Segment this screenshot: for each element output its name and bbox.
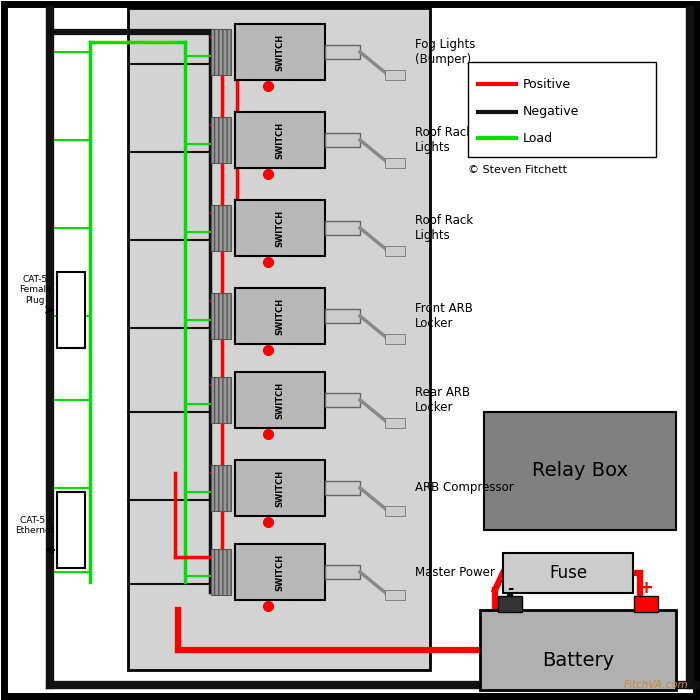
Text: SWITCH: SWITCH — [276, 470, 284, 507]
Bar — [211, 29, 231, 75]
Bar — [235, 200, 325, 256]
Text: Master Power: Master Power — [415, 566, 495, 578]
Text: Fog Lights
(Bumper): Fog Lights (Bumper) — [415, 38, 475, 66]
Text: +: + — [638, 579, 654, 597]
Bar — [385, 506, 405, 516]
Text: SWITCH: SWITCH — [276, 121, 284, 159]
Text: Front ARB
Locker: Front ARB Locker — [415, 302, 473, 330]
Bar — [325, 481, 360, 495]
Bar — [325, 45, 360, 59]
Bar — [385, 590, 405, 600]
Bar — [498, 596, 522, 612]
Text: -: - — [507, 580, 513, 596]
Text: Fuse: Fuse — [549, 564, 587, 582]
Bar — [480, 610, 676, 690]
Bar — [57, 492, 85, 568]
Text: FitchVA.com: FitchVA.com — [624, 680, 688, 690]
Bar — [385, 246, 405, 256]
Text: Roof Rack
Lights: Roof Rack Lights — [415, 126, 473, 154]
Text: SWITCH: SWITCH — [276, 298, 284, 335]
Text: ARB Compressor: ARB Compressor — [415, 482, 514, 494]
Text: Relay Box: Relay Box — [532, 461, 628, 480]
Bar — [235, 288, 325, 344]
Text: CAT-5 /
Ethernet: CAT-5 / Ethernet — [15, 515, 55, 535]
Bar — [211, 117, 231, 163]
Text: SWITCH: SWITCH — [276, 209, 284, 246]
Text: Roof Rack
Lights: Roof Rack Lights — [415, 214, 473, 242]
Bar — [325, 133, 360, 147]
Text: Negative: Negative — [523, 106, 580, 118]
Bar — [235, 372, 325, 428]
Bar — [128, 8, 430, 670]
Bar — [484, 412, 676, 530]
Text: SWITCH: SWITCH — [276, 382, 284, 419]
Text: Positive: Positive — [523, 78, 571, 90]
Text: © Steven Fitchett: © Steven Fitchett — [468, 165, 567, 175]
Text: Battery: Battery — [542, 650, 614, 669]
Text: CAT-5
Female
Plug: CAT-5 Female Plug — [19, 275, 51, 305]
Bar — [211, 205, 231, 251]
Bar — [385, 158, 405, 168]
Bar — [385, 418, 405, 428]
Text: SWITCH: SWITCH — [276, 34, 284, 71]
Bar — [634, 596, 658, 612]
Bar — [235, 24, 325, 80]
Bar — [235, 460, 325, 516]
Bar — [325, 221, 360, 235]
Bar — [325, 309, 360, 323]
Bar — [211, 293, 231, 339]
Text: Rear ARB
Locker: Rear ARB Locker — [415, 386, 470, 414]
Text: Load: Load — [523, 132, 553, 144]
Bar — [385, 70, 405, 80]
Bar — [235, 544, 325, 600]
Text: SWITCH: SWITCH — [276, 554, 284, 591]
Bar — [385, 334, 405, 344]
Bar — [325, 565, 360, 579]
Bar — [57, 272, 85, 348]
Bar — [468, 62, 656, 157]
Bar — [211, 377, 231, 423]
Bar — [325, 393, 360, 407]
Bar — [211, 549, 231, 595]
Bar — [503, 553, 633, 593]
Bar — [211, 465, 231, 511]
Bar — [235, 112, 325, 168]
